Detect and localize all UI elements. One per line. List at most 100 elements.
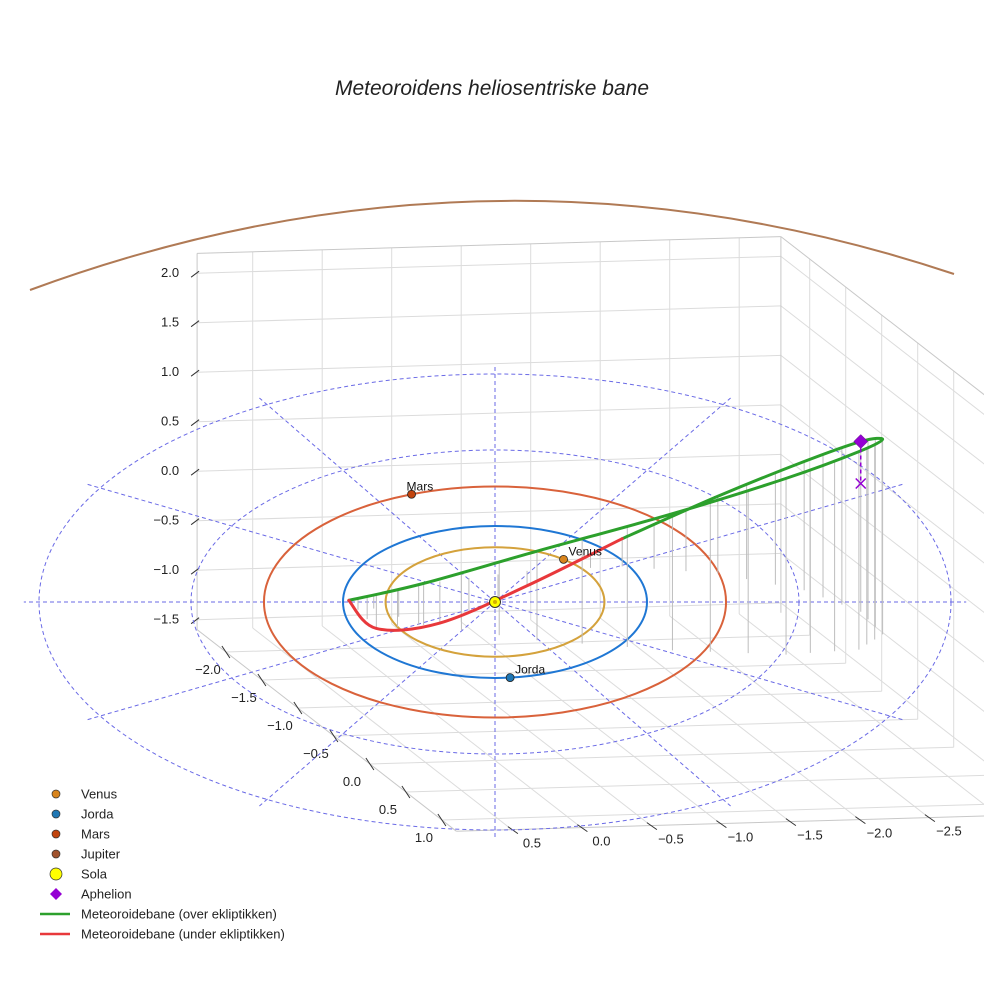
y-tick-label: 0.0 — [592, 834, 610, 849]
y-tick-label: −1.5 — [797, 828, 823, 843]
reference-spoke — [494, 397, 731, 603]
grid-line-xz — [780, 256, 984, 416]
grid-line-yz — [197, 453, 781, 472]
legend-jupiter-swatch — [51, 849, 61, 859]
grid-line-yz — [197, 552, 781, 571]
z-tick-mark — [190, 419, 200, 427]
y-tick-mark — [577, 824, 588, 833]
legend-mars-label: Mars — [81, 827, 110, 842]
reference-spoke — [86, 483, 496, 603]
planet-orbits — [29, 199, 955, 719]
grid-line-yz — [197, 602, 781, 621]
y-tick-label: −0.5 — [658, 832, 684, 847]
z-tick-label: 0.0 — [161, 463, 179, 478]
grid-line-floor — [297, 690, 882, 709]
y-tick-label: −1.0 — [728, 830, 754, 845]
meteoroid-orbit-above — [347, 436, 885, 602]
grid-line-floor — [369, 746, 954, 765]
z-tick-mark — [190, 567, 200, 575]
z-tick-mark — [190, 518, 200, 526]
x-tick-label: −1.5 — [231, 690, 257, 705]
legend-mars-swatch — [51, 829, 61, 839]
z-tick-mark — [190, 320, 200, 328]
orbit-venus — [384, 546, 606, 658]
box-edge — [196, 629, 457, 832]
x-tick-mark — [329, 729, 339, 743]
legend: Venus Jorda Mars Jupiter Sola Aphelion Meteoro… — [40, 787, 285, 942]
y-tick-mark — [716, 820, 727, 829]
z-tick-mark — [190, 617, 200, 625]
grid-line-floor — [441, 803, 984, 821]
legend-aphelion-label: Aphelion — [81, 887, 132, 902]
planet-venus — [559, 554, 568, 564]
sun — [489, 596, 501, 608]
legend-jupiter-label: Jupiter — [81, 847, 121, 862]
x-tick-label: −1.0 — [267, 718, 293, 733]
meteoroid-orbit — [347, 436, 885, 632]
y-tick-mark — [785, 818, 797, 827]
grid-line-floor — [599, 617, 860, 820]
x-tick-mark — [401, 785, 411, 799]
grid-line-xz — [780, 305, 984, 465]
box-edge — [197, 236, 781, 254]
planet-mars — [407, 489, 416, 499]
grid-line-floor — [738, 613, 984, 806]
y-tick-label: −2.5 — [936, 824, 962, 839]
x-tick-mark — [221, 645, 231, 659]
x-tick-label: −2.0 — [195, 662, 221, 677]
orbit-mars — [262, 485, 728, 719]
axis-ticks: −2.0−1.5−1.0−0.50.00.51.0−3.0−2.5−2.0−1.… — [153, 265, 962, 850]
z-tick-mark — [190, 468, 200, 476]
meteoroid-orbit-below — [347, 537, 624, 632]
x-tick-label: 0.0 — [343, 774, 361, 789]
box-edge — [780, 236, 984, 396]
grid-line-xz — [780, 602, 984, 762]
meteoroid-drop-lines — [357, 439, 884, 655]
orbit-jupiter — [29, 199, 955, 291]
legend-venus-label: Venus — [81, 787, 118, 802]
legend-sola-label: Sola — [81, 867, 108, 882]
z-tick-label: 2.0 — [161, 265, 179, 280]
planet-label-jorda: Jorda — [515, 663, 545, 677]
reference-spoke — [494, 601, 904, 721]
z-tick-mark — [190, 369, 200, 377]
x-tick-mark — [437, 813, 447, 827]
planet-label-venus: Venus — [569, 544, 602, 558]
grid-line-floor — [405, 774, 984, 793]
legend-jorda-label: Jorda — [81, 807, 114, 822]
y-tick-mark — [855, 816, 866, 825]
planet-label-mars: Mars — [407, 479, 434, 493]
z-tick-label: 1.0 — [161, 364, 179, 379]
x-tick-label: −0.5 — [303, 746, 329, 761]
legend-sola-swatch — [49, 867, 63, 881]
grid-line-floor — [669, 615, 930, 818]
grid-line-xz — [780, 553, 984, 713]
grid-line-yz — [197, 255, 781, 274]
planet-jorda — [505, 673, 515, 683]
grid-line-yz — [197, 305, 781, 324]
legend-meteoroidebane-under-ekliptikken-label: Meteoroidebane (under ekliptikken) — [81, 927, 285, 942]
z-tick-label: −0.5 — [153, 513, 179, 528]
x-tick-mark — [293, 701, 303, 715]
legend-meteoroidebane-over-ekliptikken-label: Meteoroidebane (over ekliptikken) — [81, 907, 277, 922]
z-tick-label: −1.0 — [153, 562, 179, 577]
z-tick-mark — [190, 270, 200, 278]
x-tick-label: 1.0 — [415, 830, 433, 845]
grid-line-floor — [391, 623, 652, 826]
x-tick-label: 0.5 — [379, 802, 397, 817]
chart-title: Meteoroidens heliosentriske bane — [335, 77, 649, 100]
aphelion — [853, 434, 869, 490]
grid-line-floor — [333, 718, 918, 737]
grid-line-yz — [197, 404, 781, 423]
x-tick-mark — [365, 757, 375, 771]
x-tick-mark — [257, 673, 267, 687]
aphelion-projection-marker — [855, 477, 867, 490]
planets: Venus Jorda Mars — [407, 479, 602, 683]
grid-line-yz — [197, 503, 781, 522]
z-tick-label: −1.5 — [153, 612, 179, 627]
reference-spoke — [259, 397, 496, 603]
reference-spoke — [259, 601, 496, 807]
y-tick-mark — [924, 814, 936, 823]
